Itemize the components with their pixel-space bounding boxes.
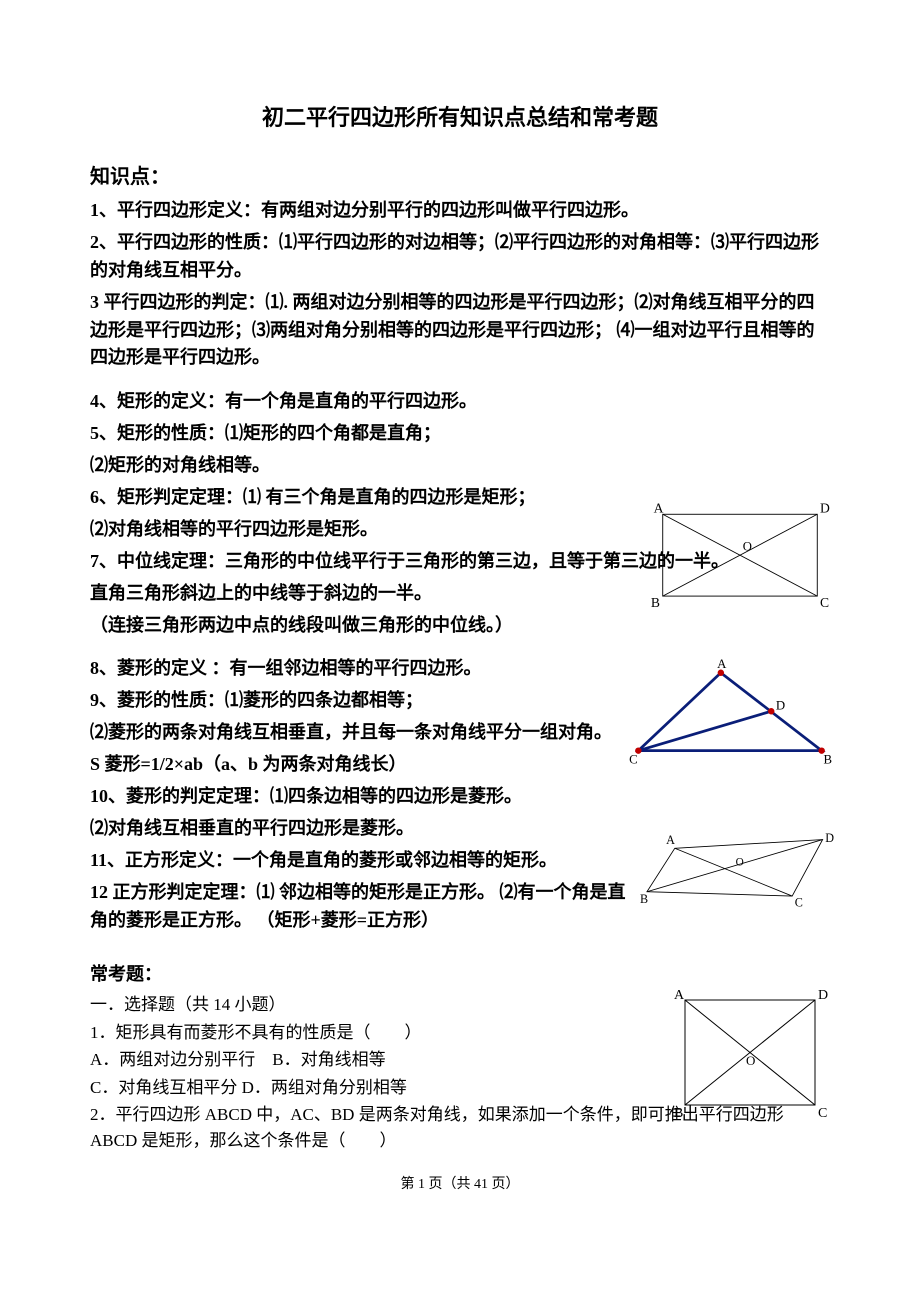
label-C: C — [820, 595, 829, 610]
figure-rhombus-icon: A D B C O — [640, 825, 840, 920]
label-B: B — [824, 753, 833, 767]
label-D: D — [818, 988, 828, 1003]
figure-square-icon: A D B C O — [660, 985, 840, 1130]
label-C: C — [629, 753, 638, 767]
page-title: 初二平行四边形所有知识点总结和常考题 — [90, 100, 830, 132]
point-10: 10、菱形的判定定理：⑴四条边相等的四边形是菱形。 — [90, 783, 830, 811]
point-3: 3 平行四边形的判定：⑴. 两组对边分别相等的四边形是平行四边形；⑵对角线互相平… — [90, 289, 830, 373]
point-4: 4、矩形的定义：有一个角是直角的平行四边形。 — [90, 388, 830, 416]
figure-triangle-icon: A D C B — [620, 659, 840, 774]
label-O: O — [746, 1053, 755, 1068]
knowledge-heading: 知识点： — [90, 160, 830, 189]
label-A: A — [654, 500, 664, 515]
label-O: O — [743, 540, 752, 554]
label-C: C — [795, 896, 803, 910]
label-B: B — [640, 892, 648, 906]
label-A: A — [666, 833, 675, 847]
label-B: B — [674, 1106, 683, 1121]
figure-rectangle-icon: A D B C O — [640, 497, 840, 622]
label-D: D — [820, 500, 830, 515]
label-B: B — [651, 595, 660, 610]
label-D: D — [825, 831, 834, 845]
questions-heading: 常考题： — [90, 960, 830, 986]
point-5: 5、矩形的性质：⑴矩形的四个角都是直角； — [90, 420, 830, 448]
page-footer: 第 1 页（共 41 页） — [90, 1173, 830, 1193]
label-D: D — [776, 698, 785, 712]
label-O: O — [736, 857, 744, 869]
label-A: A — [717, 659, 727, 671]
label-C: C — [818, 1106, 827, 1121]
label-A: A — [674, 988, 685, 1003]
point-1: 1、平行四边形定义：有两组对边分别平行的四边形叫做平行四边形。 — [90, 197, 830, 225]
knowledge-content: 1、平行四边形定义：有两组对边分别平行的四边形叫做平行四边形。 2、平行四边形的… — [90, 197, 830, 934]
point-5b: ⑵矩形的对角线相等。 — [90, 452, 830, 480]
point-2: 2、平行四边形的性质：⑴平行四边形的对边相等；⑵平行四边形的对角相等：⑶平行四边… — [90, 229, 830, 285]
